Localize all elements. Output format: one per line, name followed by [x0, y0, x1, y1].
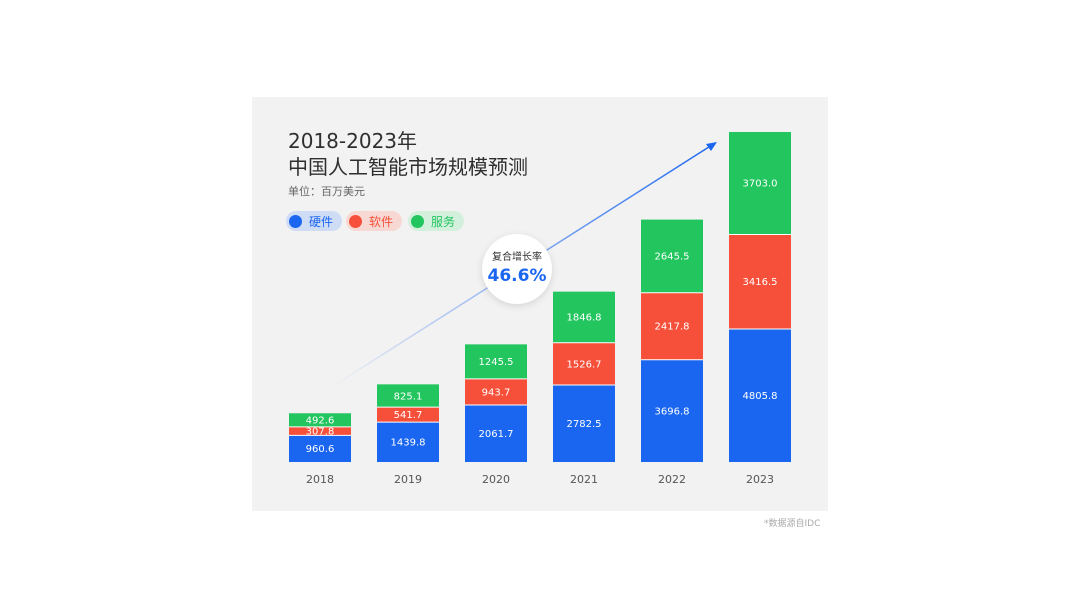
cagr-label: 复合增长率 [492, 252, 542, 263]
bar-segment [377, 422, 439, 462]
title-line-2: 中国人工智能市场规模预测 [288, 155, 528, 179]
x-tick-label: 2018 [306, 473, 334, 486]
bar-segment [289, 435, 351, 462]
bar-segment [729, 234, 791, 330]
source-note: *数据源自IDC [764, 519, 821, 529]
data-label: 3696.8 [655, 406, 690, 417]
data-label: 1439.8 [391, 438, 426, 449]
chart-title: 2018-2023年 中国人工智能市场规模预测 [288, 128, 528, 180]
legend-label: 硬件 [309, 214, 334, 229]
x-tick-label: 2019 [394, 473, 422, 486]
x-tick-label: 2023 [746, 473, 774, 486]
data-label: 3703.0 [743, 179, 778, 190]
legend-dot-icon [349, 214, 362, 228]
data-label: 825.1 [394, 391, 423, 402]
data-label: 2417.8 [655, 322, 690, 333]
legend-item-service: 服务 [408, 211, 464, 231]
data-label: 1846.8 [567, 313, 602, 324]
data-label: 960.6 [306, 444, 335, 455]
data-label: 943.7 [482, 387, 511, 398]
data-label: 492.6 [306, 416, 335, 427]
x-tick-label: 2021 [570, 473, 598, 486]
bar-segment [729, 132, 791, 235]
legend-label: 软件 [369, 214, 394, 229]
data-label: 2645.5 [655, 252, 690, 263]
bar-segment [377, 407, 439, 423]
data-label: 2782.5 [567, 419, 602, 430]
bar-segment [553, 342, 615, 386]
legend-dot-icon [411, 214, 424, 228]
x-tick-label: 2020 [482, 473, 510, 486]
legend-item-software: 软件 [346, 211, 402, 231]
legend-label: 服务 [431, 214, 456, 229]
data-label: 3416.5 [743, 277, 778, 288]
bar-segment [289, 426, 351, 436]
bar-segment [553, 291, 615, 343]
data-label: 1526.7 [567, 359, 602, 370]
data-label: 307.8 [306, 427, 335, 438]
cagr-value: 46.6% [487, 266, 547, 286]
bar-segment [641, 219, 703, 293]
bar-segment [377, 384, 439, 408]
data-label: 1245.5 [479, 357, 514, 368]
bar-segment [641, 292, 703, 360]
bar-segment [289, 413, 351, 427]
bar-segment [465, 404, 527, 462]
unit-label: 单位：百万美元 [288, 185, 365, 198]
data-label: 541.7 [394, 410, 423, 421]
bar-segment [641, 359, 703, 462]
bar-segment [465, 344, 527, 379]
legend-dot-icon [289, 214, 302, 228]
legend-item-hardware: 硬件 [286, 211, 342, 231]
bar-segment [729, 329, 791, 462]
cagr-badge: 复合增长率 46.6% [482, 234, 552, 304]
title-line-1: 2018-2023年 [288, 129, 418, 153]
bar-segment [465, 378, 527, 405]
x-tick-label: 2022 [658, 473, 686, 486]
data-label: 4805.8 [743, 391, 778, 402]
bar-segment [553, 385, 615, 462]
data-label: 2061.7 [479, 429, 514, 440]
arrow-head-icon [706, 142, 717, 151]
